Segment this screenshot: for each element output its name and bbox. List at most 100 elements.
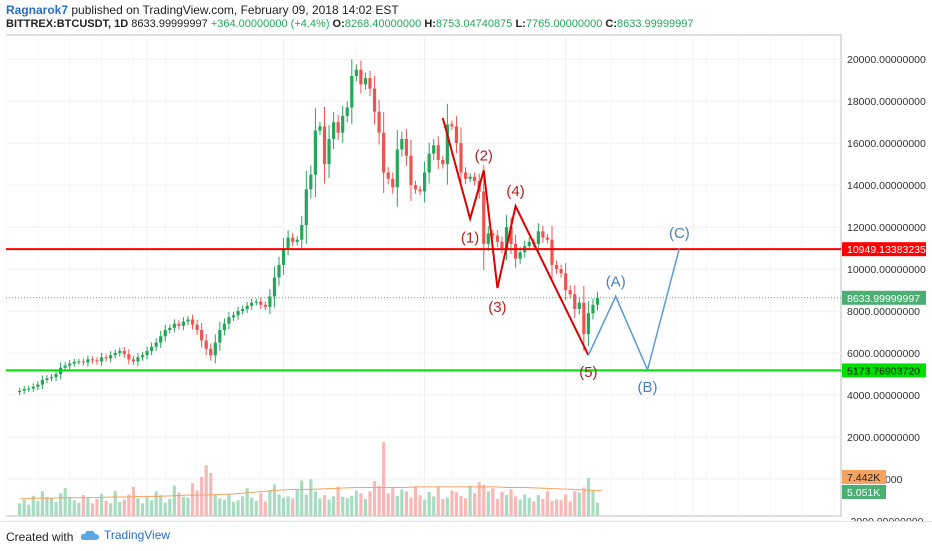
candle-body [400,138,404,150]
volume-bar [586,478,590,516]
tradingview-logo[interactable]: TradingView [80,528,170,542]
candle-body [190,319,195,325]
volume-bar [59,493,63,516]
support-label: 5173.76903720 [847,365,920,377]
last-price-tag [842,290,926,305]
candle-body [163,329,167,337]
candle-body [241,308,245,312]
volume-bar [372,481,377,516]
volume-bar [436,486,440,516]
candle-body [63,365,67,368]
volume-bar [332,496,336,516]
resistance-label-bg [842,242,926,257]
volume-bar [190,483,195,516]
close-value: 8633.99999997 [616,18,694,30]
volume-bar [200,476,204,516]
volume-bar [213,494,217,516]
volume-bar [304,494,308,516]
y-tick-label: 6000.00000000 [847,348,920,360]
candle-body [463,172,468,179]
candle-body [495,235,499,242]
author-link[interactable]: Ragnarok7 [6,3,69,17]
candle-body [445,124,449,165]
volume-bar [140,503,145,516]
volume-bar [423,499,427,516]
volume-bar [409,497,413,516]
volume-bar [227,493,231,516]
volume-bar [131,486,135,516]
candle-body [595,297,600,305]
candle-body [482,191,486,244]
volume-bar [122,499,126,516]
candle-body [90,359,95,361]
candle-body [263,304,267,307]
candle-body [231,315,236,318]
wave-label: (C) [669,225,690,242]
symbol-name[interactable]: BITTREX:BTCUSDT, 1D [6,18,129,30]
open-label: O: [332,18,345,30]
volume-bar [386,493,390,516]
volume-bar [573,491,577,516]
volume-bar [118,502,122,516]
volume-bar [109,503,113,516]
volume-bar [468,485,472,516]
price-change: +364.00000000 (+4.4%) [210,18,330,30]
candle-body [136,357,140,362]
volume-bar [582,487,586,516]
volume-bar [350,495,354,516]
candle-body [168,327,172,330]
candle-body [122,350,126,355]
volume-bar [136,498,140,516]
candle-body [418,189,422,192]
volume-bar [559,500,563,516]
volume-bar [90,503,95,516]
candle-body [81,361,85,363]
volume-bar [377,485,381,516]
open-value: 8268.40000000 [344,18,422,30]
volume-bar [150,500,154,516]
candle-body [272,277,277,297]
candle-body [423,172,427,192]
candle-body [40,379,44,385]
volume-bar [31,495,35,516]
volume-bar [413,486,418,516]
chart-header: Ragnarok7 published on TradingView.com, … [0,0,932,34]
price-chart[interactable]: NovDec2018FebMarApr20000.0000000018000.0… [0,34,932,521]
volume-bar [241,496,245,516]
volume-bar [154,491,158,516]
candle-body [486,233,490,244]
volume-bar [359,493,363,516]
candle-body [300,225,304,240]
candle-body [177,323,181,326]
volume-bar [22,499,26,516]
volume-bar [536,495,540,516]
close-label: C: [605,18,617,30]
volume-bar [195,490,199,516]
volume-bar [577,492,581,516]
y-tick-label: 20000.00000000 [847,54,926,66]
candle-body [395,149,399,188]
volume-bar [177,492,181,516]
candle-body [268,296,272,307]
candle-body [341,115,345,133]
volume-bar [591,490,595,516]
volume-bar [450,490,454,516]
volume-bar [595,502,600,516]
candle-body [450,124,454,127]
volume-bar [345,498,349,516]
candle-body [291,237,295,242]
volume-bar [54,502,58,516]
volume-bar [272,484,277,516]
volume-bar [477,481,481,516]
candle-body [527,241,531,247]
volume-bar [127,494,131,516]
candle-body [49,377,54,379]
candle-body [586,313,590,335]
candle-body [72,361,76,364]
candle-body [245,305,249,309]
y-tick-label: 14000.00000000 [847,180,926,192]
high-value: 8753.04740875 [435,18,513,30]
volume-bar [204,465,208,516]
volume-bar [568,501,572,516]
candle-body [27,388,31,390]
